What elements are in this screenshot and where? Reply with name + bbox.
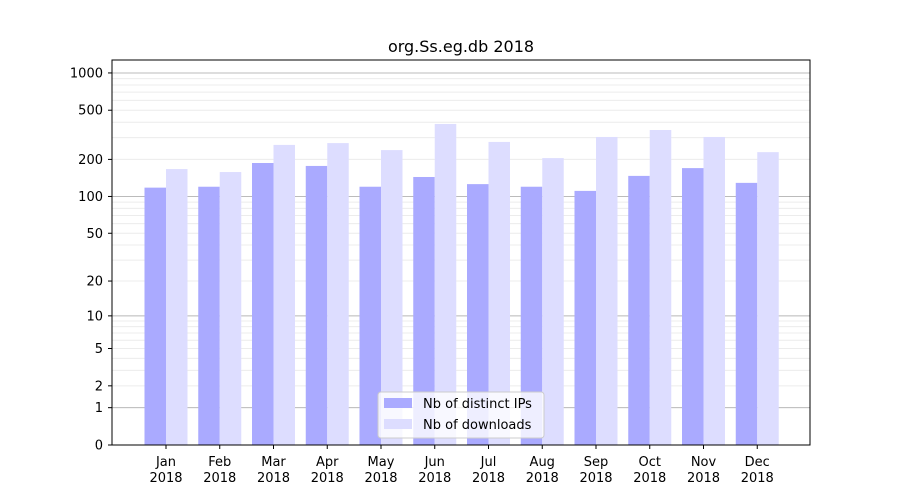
bar-ips [144,187,166,445]
x-tick-label: Jan 2018 [149,455,182,486]
bar-downloads [166,169,188,445]
legend-swatch-downloads [384,419,412,429]
bar-ips [520,186,543,445]
bar-downloads [327,143,349,445]
bar-downloads [596,136,618,445]
legend-swatch-ips [384,398,412,408]
bar-ips [198,186,220,445]
x-tick-label: Sep 2018 [579,455,612,486]
bar-downloads [757,152,779,445]
bar-downloads [488,141,510,445]
bar-downloads [434,123,457,445]
y-tick-label: 2 [95,379,103,394]
x-tick-label: Mar 2018 [257,455,290,486]
bar-downloads [219,172,242,445]
x-tick-label: Feb 2018 [203,455,236,486]
bar-ips [413,176,435,446]
legend-box [377,391,545,439]
x-tick-label: Jun 2018 [418,455,451,486]
x-tick-label: Jul 2018 [472,455,505,486]
bar-ips [467,184,489,445]
x-tick-label: May 2018 [364,455,397,486]
legend: Nb of distinct IPs Nb of downloads [377,391,545,439]
bar-downloads [703,136,725,445]
plot-frame [111,59,811,446]
legend-label-ips: Nb of distinct IPs [423,397,532,412]
bar-ips [628,175,650,445]
x-tick-label: Dec 2018 [741,455,774,486]
bar-ips [574,190,596,445]
y-tick-label: 50 [86,227,103,242]
y-tick-label: 1 [95,401,103,416]
y-tick-label: 200 [78,153,103,168]
bar-ips [735,182,758,445]
bar-ips [359,186,381,445]
y-tick-label: 500 [78,104,103,119]
bar-ips [252,163,274,445]
y-tick-label: 1000 [70,66,103,81]
bar-downloads [273,144,295,446]
x-tick-label: Apr 2018 [311,455,344,486]
y-tick-label: 100 [78,190,103,205]
x-tick-label: Nov 2018 [687,455,720,486]
legend-label-downloads: Nb of downloads [423,418,532,433]
bar-downloads [542,158,564,446]
bar-downloads [381,150,403,445]
y-tick-label: 0 [95,439,103,454]
x-tick-label: Oct 2018 [633,455,666,486]
bar-ips [305,165,328,445]
y-tick-label: 5 [95,342,103,357]
chart-title: org.Ss.eg.db 2018 [388,37,534,56]
bar-downloads [649,129,672,445]
y-tick-label: 20 [86,275,103,290]
x-tick-label: Aug 2018 [526,455,559,486]
bar-ips [682,168,704,446]
y-tick-label: 10 [86,309,103,324]
